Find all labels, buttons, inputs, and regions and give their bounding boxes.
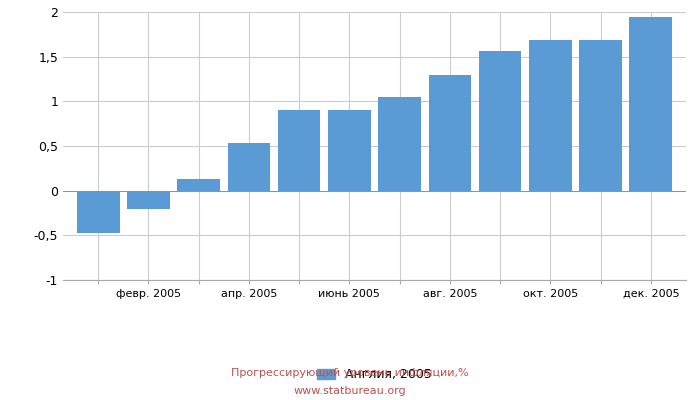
Bar: [228, 143, 270, 191]
Bar: [479, 51, 522, 191]
Legend: Англия, 2005: Англия, 2005: [312, 363, 438, 386]
Bar: [428, 74, 471, 191]
Bar: [127, 191, 170, 208]
Bar: [579, 40, 622, 191]
Bar: [328, 110, 371, 191]
Bar: [278, 110, 321, 191]
Bar: [629, 17, 672, 191]
Bar: [77, 191, 120, 233]
Text: Прогрессирующий уровень инфляции,%: Прогрессирующий уровень инфляции,%: [231, 368, 469, 378]
Bar: [177, 179, 220, 191]
Text: www.statbureau.org: www.statbureau.org: [294, 386, 406, 396]
Bar: [378, 97, 421, 191]
Bar: [529, 40, 572, 191]
